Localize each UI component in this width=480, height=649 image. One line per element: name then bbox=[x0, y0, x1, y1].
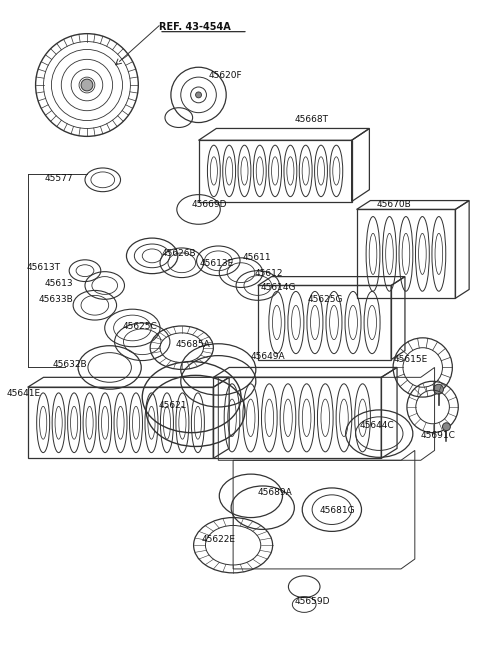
Text: 45622E: 45622E bbox=[202, 535, 236, 545]
Text: 45632B: 45632B bbox=[52, 360, 87, 369]
Ellipse shape bbox=[443, 422, 450, 431]
Text: 45685A: 45685A bbox=[176, 340, 211, 349]
Ellipse shape bbox=[433, 384, 444, 394]
Text: 45613: 45613 bbox=[45, 278, 73, 288]
Text: 45659D: 45659D bbox=[294, 596, 330, 606]
Text: REF. 43-454A: REF. 43-454A bbox=[159, 22, 231, 32]
Text: 45649A: 45649A bbox=[251, 352, 286, 361]
Text: 45689A: 45689A bbox=[258, 488, 292, 497]
Text: 45625G: 45625G bbox=[307, 295, 343, 304]
Text: 45641E: 45641E bbox=[6, 389, 40, 398]
Text: 45614G: 45614G bbox=[261, 282, 296, 291]
Text: 45626B: 45626B bbox=[162, 249, 197, 258]
Text: 45620F: 45620F bbox=[208, 71, 242, 80]
Text: 45691C: 45691C bbox=[421, 431, 456, 439]
Text: 45612: 45612 bbox=[255, 269, 283, 278]
Text: 45668T: 45668T bbox=[294, 115, 328, 124]
Text: 45625C: 45625C bbox=[122, 322, 157, 331]
Text: 45669D: 45669D bbox=[192, 200, 227, 208]
Ellipse shape bbox=[81, 79, 93, 91]
Text: 45644C: 45644C bbox=[360, 421, 394, 430]
Ellipse shape bbox=[195, 92, 202, 98]
Text: 45613T: 45613T bbox=[26, 263, 60, 272]
Text: 45613E: 45613E bbox=[200, 259, 234, 268]
Text: 45633B: 45633B bbox=[38, 295, 73, 304]
Text: 45621: 45621 bbox=[159, 401, 188, 410]
Text: 45670B: 45670B bbox=[376, 200, 411, 208]
Text: 45615E: 45615E bbox=[393, 354, 427, 363]
Text: 45681G: 45681G bbox=[320, 506, 356, 515]
Text: 45577: 45577 bbox=[45, 174, 73, 183]
Text: 45611: 45611 bbox=[243, 253, 272, 262]
